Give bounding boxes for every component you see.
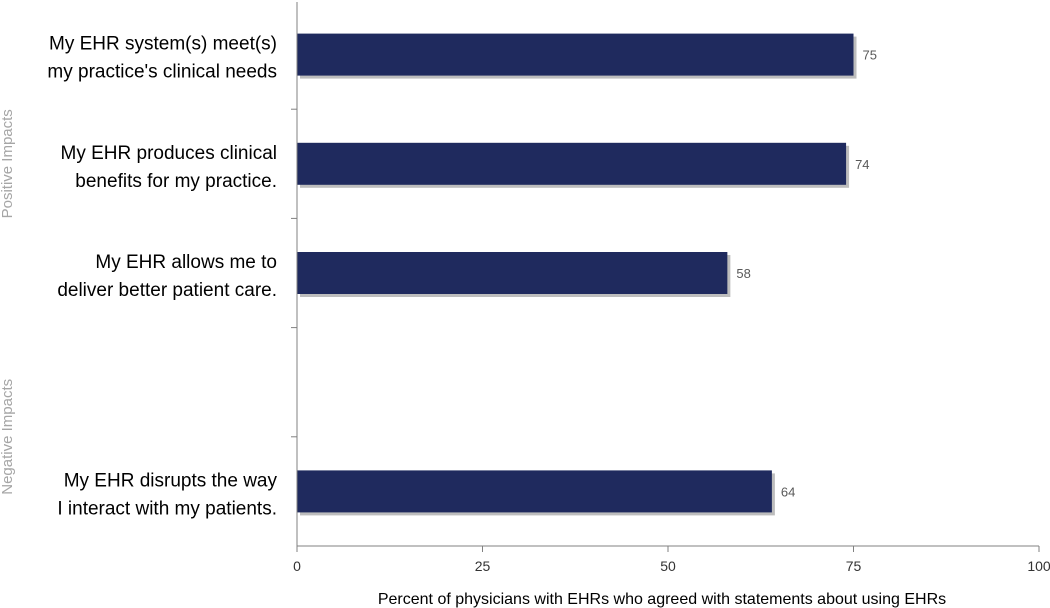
bar-value-label: 75 xyxy=(863,48,877,63)
category-label: My EHR system(s) meet(s) xyxy=(49,34,277,55)
category-label: I interact with my patients. xyxy=(57,498,277,519)
x-tick-label: 25 xyxy=(475,558,491,574)
axes: 0 25 50 75 100 xyxy=(291,2,1050,574)
category-label: My EHR disrupts the way xyxy=(64,470,278,491)
bar-value-label: 58 xyxy=(736,266,750,281)
bar-value-label: 74 xyxy=(855,157,869,172)
x-axis-title: Percent of physicians with EHRs who agre… xyxy=(378,591,946,608)
category-label: benefits for my practice. xyxy=(75,171,277,192)
group-label: Positive Impacts xyxy=(0,109,16,218)
x-tick-label: 75 xyxy=(846,558,862,574)
bar xyxy=(297,252,728,294)
bars: 75 74 58 64 xyxy=(297,33,877,516)
x-tick-label: 100 xyxy=(1027,558,1050,574)
category-label: deliver better patient care. xyxy=(57,280,277,301)
bar xyxy=(297,470,772,513)
category-labels: My EHR system(s) meet(s) my practice's cl… xyxy=(47,34,277,520)
category-label: My EHR produces clinical xyxy=(61,143,277,164)
x-tick-label: 50 xyxy=(660,558,676,574)
group-labels: Positive Impacts Negative Impacts xyxy=(0,109,16,495)
x-tick-label: 0 xyxy=(293,558,301,574)
category-label: My EHR allows me to xyxy=(95,252,277,273)
category-label: my practice's clinical needs xyxy=(47,62,277,83)
group-label: Negative Impacts xyxy=(0,379,16,495)
bar xyxy=(297,142,847,185)
bar-value-label: 64 xyxy=(781,484,795,499)
bar xyxy=(297,33,854,76)
